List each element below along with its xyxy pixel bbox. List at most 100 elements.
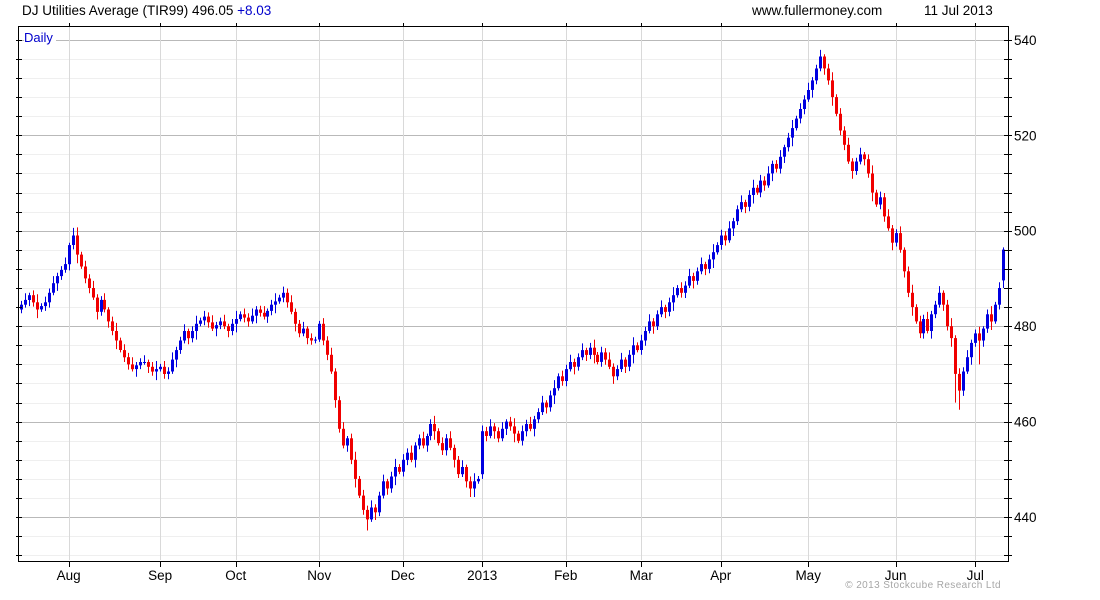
candle-body: [684, 285, 687, 293]
candle-body: [338, 400, 341, 429]
candle: [426, 433, 429, 452]
candle: [958, 368, 961, 410]
candle-body: [934, 304, 937, 315]
candle-body: [227, 326, 230, 331]
candle: [990, 306, 993, 330]
candle-body: [596, 354, 599, 362]
candle: [593, 339, 596, 364]
candle: [203, 310, 206, 326]
candle: [497, 427, 500, 443]
x-axis-label: Mar: [630, 568, 654, 583]
candle: [179, 336, 182, 354]
candle: [219, 317, 222, 330]
candle-body: [306, 328, 309, 339]
candle-body: [251, 315, 254, 322]
candle: [282, 286, 285, 303]
candle: [962, 367, 965, 396]
candle: [422, 431, 425, 449]
candle-body: [775, 163, 778, 169]
candle-body: [501, 428, 504, 439]
candle: [656, 310, 659, 330]
candle: [891, 225, 894, 251]
candle: [195, 315, 198, 340]
candle: [596, 352, 599, 365]
candle: [740, 195, 743, 213]
candle: [362, 489, 365, 515]
candle: [863, 152, 866, 166]
candle-body: [465, 467, 468, 482]
candle-body: [791, 128, 794, 138]
y-axis-label: 520: [1014, 128, 1037, 143]
candle-body: [489, 426, 492, 436]
candle: [632, 337, 635, 364]
candle: [107, 307, 110, 328]
candle: [402, 454, 405, 477]
candle: [231, 319, 234, 336]
candle-body: [473, 481, 476, 489]
candle-body: [982, 328, 985, 341]
candle: [48, 288, 51, 308]
candle: [887, 209, 890, 231]
candle-body: [80, 254, 83, 267]
candle-body: [704, 264, 707, 269]
candle: [76, 227, 79, 264]
candle-body: [28, 295, 31, 300]
candle-body: [966, 357, 969, 372]
candle-body: [795, 118, 798, 129]
candle-body: [437, 431, 440, 444]
candle: [68, 242, 71, 271]
candle: [879, 191, 882, 210]
candle-body: [553, 388, 556, 396]
candle: [867, 154, 870, 178]
candle: [799, 103, 802, 124]
candle-body: [418, 438, 421, 446]
candle-body: [107, 309, 110, 322]
candle-body: [545, 402, 548, 408]
candle: [135, 362, 138, 377]
candle: [36, 294, 39, 319]
candle: [334, 368, 337, 408]
candle-body: [40, 306, 43, 310]
candle-body: [942, 292, 945, 305]
candle-body: [139, 362, 142, 366]
candle: [223, 314, 226, 330]
candle: [147, 359, 150, 373]
candle: [807, 82, 810, 102]
candle-body: [720, 235, 723, 245]
candle-body: [569, 362, 572, 370]
candle-body: [624, 359, 627, 367]
candle: [251, 308, 254, 324]
candle: [270, 299, 273, 316]
candle: [167, 367, 170, 380]
candle: [938, 286, 941, 308]
y-axis-label: 440: [1014, 510, 1037, 525]
website-label: www.fullermoney.com: [752, 3, 883, 18]
candle-body: [851, 161, 854, 171]
candle: [481, 425, 484, 479]
candle-body: [815, 68, 818, 81]
candle-body: [48, 292, 51, 303]
candle-body: [875, 192, 878, 205]
candle: [585, 347, 588, 361]
candle-body: [151, 366, 154, 372]
candle-body: [962, 371, 965, 391]
candle-body: [998, 288, 1001, 305]
candle-body: [310, 338, 313, 341]
candle-body: [557, 376, 560, 389]
candle: [759, 174, 762, 198]
candle-body: [294, 311, 297, 324]
date-label: 11 Jul 2013: [924, 3, 993, 18]
candle-body: [891, 228, 894, 243]
candle: [704, 261, 707, 276]
candle: [227, 323, 230, 338]
candle: [919, 315, 922, 339]
x-axis-label: Nov: [307, 568, 331, 583]
candle-body: [763, 180, 766, 186]
candle-body: [799, 109, 802, 119]
candle: [32, 290, 35, 307]
candle-body: [318, 323, 321, 340]
candle: [159, 363, 162, 372]
candle: [445, 434, 448, 456]
candle-body: [111, 321, 114, 331]
y-axis-labels: 440 460 480 500 520 540: [1014, 33, 1037, 525]
